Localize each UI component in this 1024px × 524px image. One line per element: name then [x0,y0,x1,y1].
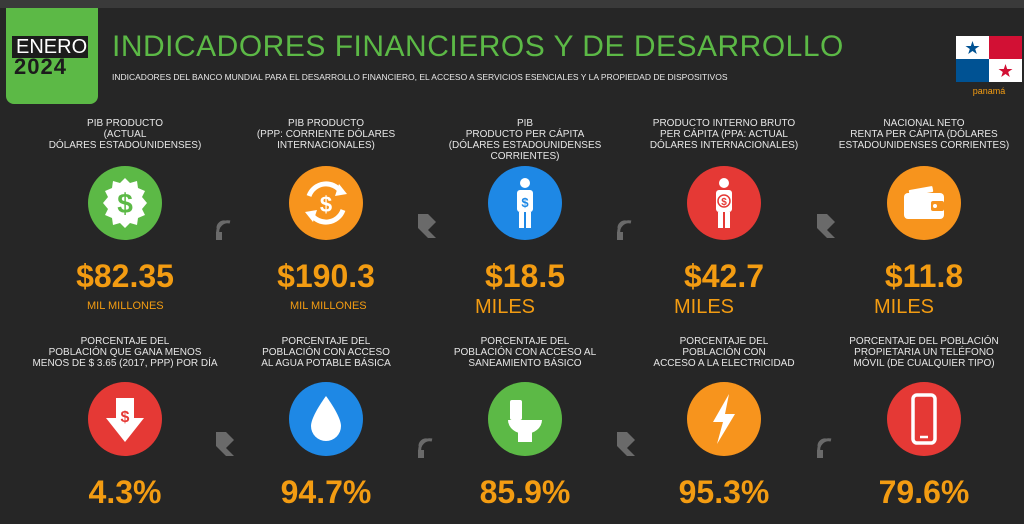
indicator-label: PRODUCTO INTERNO BRUTO PER CÁPITA (PPA: … [649,118,799,151]
indicator-value: 95.3% [678,474,770,510]
indicator-value: 79.6% [878,474,970,510]
kepios-logo-icon [617,220,632,240]
panama-flag-icon [956,36,1022,82]
indicator-unit: MIL MILLONES [87,300,164,312]
badge-year: 2024 [14,54,67,79]
indicator-unit: MIL MILLONES [290,300,367,312]
indicator-value: $18.5 [484,258,566,294]
indicator-unit: MILES [674,296,735,318]
dollar-badge-icon: $ [88,166,162,240]
person-exchange-icon: $ [687,166,761,240]
indicator-label: NACIONAL NETO RENTA PER CÁPITA (DÓLARES … [838,118,1010,151]
indicator-label: PORCENTAJE DEL POBLACIÓN CON ACCESO A LA… [653,336,795,369]
svg-text:$: $ [117,188,133,219]
indicator-label: PIB PRODUCTO (ACTUAL DÓLARES ESTADOUNIDE… [48,118,202,151]
indicator-value: $42.7 [683,258,765,294]
indicator-value: 4.3% [88,474,162,510]
indicator-value: $11.8 [884,258,964,294]
page-title: INDICADORES FINANCIEROS Y DE DESARROLLO [112,30,844,63]
top-bar [0,0,1024,8]
indicator-label: PIB PRODUCTO (PPP: CORRIENTE DÓLARES INT… [256,118,396,151]
badge-month: ENERO [12,36,88,58]
dollar-exchange-icon: $ [289,166,363,240]
date-badge: ENERO 2024 [6,8,98,104]
svg-text:$: $ [320,192,332,217]
kepios-logo-icon [418,438,433,458]
dollar-down-arrow-icon: $ [88,382,162,456]
indicator-unit: MILES [475,296,536,318]
indicator-value: $82.35 [76,258,174,294]
svg-text:$: $ [521,195,529,210]
mobile-phone-icon [887,382,961,456]
toilet-icon [488,382,562,456]
indicator-label: PORCENTAJE DEL POBLACIÓN QUE GANA MENOS … [32,336,218,369]
kepios-logo-icon [617,432,635,456]
person-dollar-icon: $ [488,166,562,240]
lightning-icon [687,382,761,456]
indicator-value: 85.9% [479,474,571,510]
svg-text:$: $ [121,409,130,426]
country-name: panamá [972,86,1006,96]
indicator-label: PORCENTAJE DEL POBLACIÓN PROPIETARIA UN … [849,336,999,369]
kepios-logo-icon [817,438,832,458]
indicator-value: $190.3 [277,258,375,294]
kepios-logo-icon [817,214,835,238]
indicator-label: PORCENTAJE DEL POBLACIÓN CON ACCESO AL S… [453,336,597,369]
water-drop-icon [289,382,363,456]
svg-text:$: $ [721,197,727,208]
indicator-value: 94.7% [280,474,372,510]
kepios-logo-icon [216,220,231,240]
indicator-label: PIB PRODUCTO PER CÁPITA (DÓLARES ESTADOU… [448,118,602,162]
indicator-unit: MILES [874,296,935,318]
wallet-icon [887,166,961,240]
indicator-label: PORCENTAJE DEL POBLACIÓN CON ACCESO AL A… [261,336,391,369]
page-subtitle: INDICADORES DEL BANCO MUNDIAL PARA EL DE… [112,72,728,82]
kepios-logo-icon [418,214,436,238]
kepios-logo-icon [216,432,234,456]
